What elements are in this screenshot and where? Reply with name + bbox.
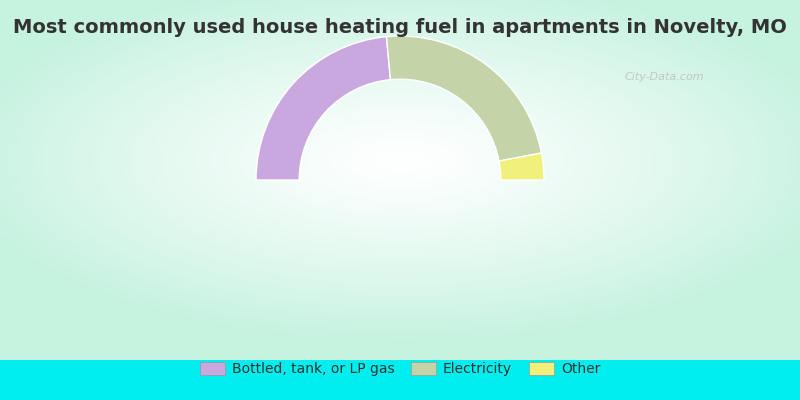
Wedge shape [256, 37, 390, 180]
Wedge shape [386, 36, 542, 161]
Wedge shape [499, 153, 544, 180]
Text: Most commonly used house heating fuel in apartments in Novelty, MO: Most commonly used house heating fuel in… [13, 18, 787, 37]
Legend: Bottled, tank, or LP gas, Electricity, Other: Bottled, tank, or LP gas, Electricity, O… [194, 357, 606, 382]
Text: City-Data.com: City-Data.com [625, 72, 704, 82]
